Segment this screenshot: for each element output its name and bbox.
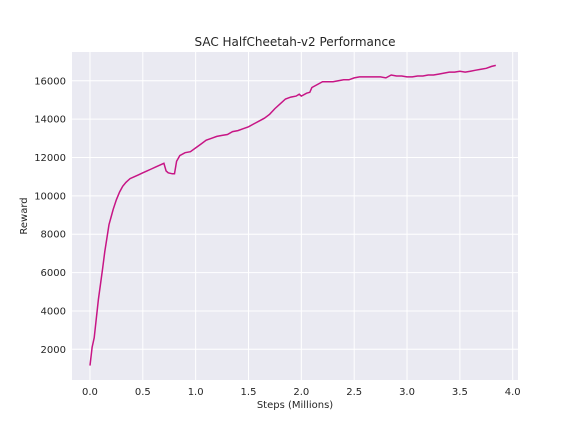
- x-axis-label: Steps (Millions): [257, 400, 333, 411]
- gridlines: [72, 52, 518, 380]
- x-tick-label: 1.0: [188, 387, 204, 398]
- y-tick-label: 2000: [41, 345, 66, 356]
- y-tick-label: 14000: [34, 115, 66, 126]
- y-axis-ticks: 2000 4000 6000 8000 10000 12000 14000 16000: [34, 76, 66, 356]
- reward-line: [89, 64, 496, 366]
- x-tick-label: 3.0: [399, 387, 415, 398]
- y-tick-label: 4000: [41, 306, 66, 317]
- y-tick-label: 8000: [41, 230, 66, 241]
- x-tick-label: 4.0: [505, 387, 521, 398]
- x-tick-label: 0.0: [82, 387, 98, 398]
- x-tick-label: 1.5: [241, 387, 257, 398]
- x-axis-ticks: 0.0 0.5 1.0 1.5 2.0 2.5 3.0 3.5 4.0: [82, 387, 521, 398]
- x-tick-label: 3.5: [452, 387, 468, 398]
- x-tick-label: 0.5: [135, 387, 151, 398]
- plot-area: [72, 52, 518, 380]
- x-tick-label: 2.5: [346, 387, 362, 398]
- y-tick-label: 16000: [34, 76, 66, 87]
- y-tick-label: 12000: [34, 153, 66, 164]
- x-tick-label: 2.0: [293, 387, 309, 398]
- chart-title: SAC HalfCheetah-v2 Performance: [195, 35, 396, 49]
- y-tick-label: 6000: [41, 268, 66, 279]
- y-tick-label: 10000: [34, 191, 66, 202]
- y-axis-label: Reward: [19, 197, 30, 234]
